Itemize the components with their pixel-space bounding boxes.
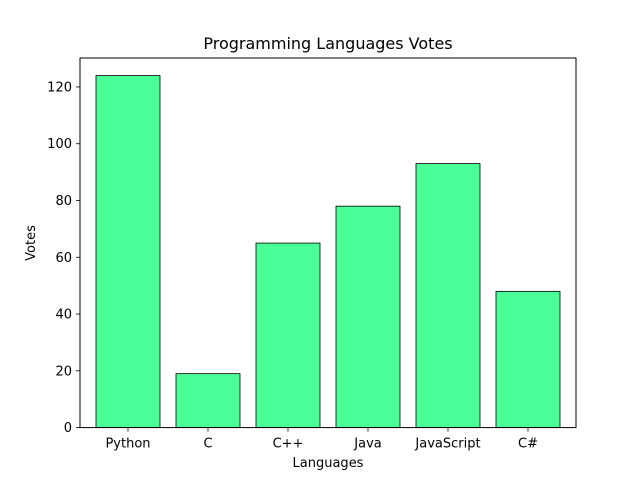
x-tick-label: C	[203, 437, 212, 452]
x-tick-label: C++	[273, 437, 304, 452]
bar-cplusplus	[255, 242, 321, 429]
y-axis-label: Votes	[24, 225, 39, 261]
y-tick-label: 0	[64, 421, 72, 436]
y-tick-label: 100	[47, 137, 72, 152]
chart-title: Programming Languages Votes	[203, 34, 452, 53]
x-axis-label: Languages	[293, 456, 364, 471]
bar-csharp	[495, 290, 561, 429]
y-tick-label: 120	[47, 80, 72, 95]
bar-python	[95, 75, 161, 428]
plot-frame	[79, 57, 577, 429]
x-tick-label: Java	[353, 437, 381, 452]
bars-group	[95, 75, 561, 429]
y-tick-label: 40	[55, 308, 72, 323]
y-tick-label: 20	[55, 364, 72, 379]
bar-javascript	[415, 163, 481, 429]
bar-c	[175, 373, 241, 429]
x-tick-label: Python	[105, 437, 150, 452]
x-tick-label: JavaScript	[414, 437, 480, 452]
x-axis-ticks: Python C C++ Java JavaScript C#	[105, 427, 538, 452]
y-tick-label: 80	[55, 194, 72, 209]
y-axis-ticks: 0 20 40 60 80 100 120	[47, 80, 80, 436]
x-tick-label: C#	[518, 437, 538, 452]
y-tick-label: 60	[55, 251, 72, 266]
bar-java	[335, 205, 401, 429]
